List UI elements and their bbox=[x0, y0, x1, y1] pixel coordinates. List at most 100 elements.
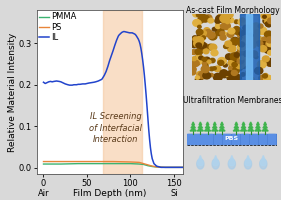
PS bbox=[164, 166, 167, 169]
PMMA bbox=[146, 164, 149, 167]
Polygon shape bbox=[264, 122, 266, 125]
Circle shape bbox=[196, 58, 201, 62]
Polygon shape bbox=[213, 122, 216, 125]
Circle shape bbox=[239, 67, 242, 70]
Polygon shape bbox=[234, 125, 239, 128]
PMMA bbox=[172, 166, 176, 169]
PS bbox=[181, 166, 184, 169]
Circle shape bbox=[198, 25, 201, 28]
Circle shape bbox=[196, 13, 202, 17]
Circle shape bbox=[220, 35, 226, 40]
Circle shape bbox=[266, 37, 273, 43]
PS bbox=[137, 161, 141, 164]
Circle shape bbox=[259, 46, 267, 52]
Circle shape bbox=[207, 44, 214, 50]
Circle shape bbox=[240, 58, 249, 65]
Circle shape bbox=[227, 42, 232, 46]
Circle shape bbox=[251, 51, 258, 57]
Circle shape bbox=[247, 37, 252, 42]
Circle shape bbox=[264, 46, 273, 53]
Circle shape bbox=[191, 50, 196, 54]
Polygon shape bbox=[245, 159, 251, 166]
Circle shape bbox=[222, 74, 227, 78]
Polygon shape bbox=[190, 128, 196, 131]
Circle shape bbox=[240, 62, 248, 68]
Polygon shape bbox=[262, 128, 268, 131]
Circle shape bbox=[201, 43, 208, 50]
Circle shape bbox=[201, 36, 206, 40]
Circle shape bbox=[216, 15, 224, 22]
Circle shape bbox=[227, 71, 233, 76]
Bar bbox=[250, 134, 257, 144]
Circle shape bbox=[237, 43, 246, 50]
Circle shape bbox=[237, 58, 244, 64]
Circle shape bbox=[246, 34, 254, 42]
Polygon shape bbox=[249, 122, 252, 125]
Polygon shape bbox=[219, 128, 225, 131]
Circle shape bbox=[250, 53, 254, 57]
Circle shape bbox=[197, 71, 204, 78]
Circle shape bbox=[242, 36, 251, 43]
Polygon shape bbox=[242, 122, 245, 125]
Circle shape bbox=[263, 15, 266, 18]
Polygon shape bbox=[204, 128, 211, 131]
Polygon shape bbox=[235, 122, 238, 125]
Circle shape bbox=[230, 33, 234, 36]
Polygon shape bbox=[206, 122, 209, 125]
Circle shape bbox=[248, 42, 256, 48]
Circle shape bbox=[198, 18, 204, 23]
Bar bbox=[205, 134, 212, 144]
IL bbox=[122, 30, 125, 33]
Circle shape bbox=[203, 49, 209, 54]
Circle shape bbox=[240, 18, 245, 22]
Polygon shape bbox=[212, 128, 218, 131]
Circle shape bbox=[267, 40, 275, 47]
Circle shape bbox=[203, 72, 211, 79]
Circle shape bbox=[234, 20, 239, 24]
Circle shape bbox=[232, 62, 237, 67]
PMMA bbox=[155, 166, 158, 168]
Circle shape bbox=[259, 62, 262, 65]
Circle shape bbox=[218, 12, 227, 19]
Line: IL: IL bbox=[44, 32, 183, 167]
Circle shape bbox=[222, 22, 230, 30]
Circle shape bbox=[250, 77, 254, 81]
Circle shape bbox=[193, 19, 201, 26]
Circle shape bbox=[234, 53, 239, 57]
PS bbox=[42, 160, 45, 163]
Bar bbox=[241, 134, 248, 144]
Circle shape bbox=[261, 61, 267, 66]
Circle shape bbox=[205, 15, 212, 21]
Circle shape bbox=[228, 13, 233, 17]
Circle shape bbox=[238, 19, 246, 25]
Circle shape bbox=[192, 36, 198, 40]
PMMA bbox=[129, 162, 132, 165]
Circle shape bbox=[223, 70, 226, 73]
Circle shape bbox=[198, 48, 203, 52]
Circle shape bbox=[201, 66, 210, 73]
Polygon shape bbox=[212, 125, 217, 128]
PMMA bbox=[94, 162, 97, 165]
PMMA bbox=[111, 162, 115, 165]
Circle shape bbox=[267, 31, 271, 34]
Circle shape bbox=[241, 73, 245, 76]
Circle shape bbox=[264, 75, 273, 83]
PMMA bbox=[151, 165, 154, 168]
Circle shape bbox=[239, 55, 244, 59]
Circle shape bbox=[257, 27, 267, 34]
Circle shape bbox=[209, 33, 217, 40]
Polygon shape bbox=[198, 125, 203, 128]
Circle shape bbox=[218, 18, 223, 22]
Polygon shape bbox=[229, 159, 235, 166]
Circle shape bbox=[237, 34, 241, 37]
Circle shape bbox=[231, 38, 239, 45]
Circle shape bbox=[208, 18, 214, 23]
PS bbox=[77, 160, 80, 163]
Circle shape bbox=[240, 56, 244, 60]
Circle shape bbox=[242, 51, 251, 58]
Circle shape bbox=[227, 32, 234, 37]
Bar bbox=[214, 134, 221, 144]
Circle shape bbox=[243, 37, 248, 41]
Text: Ultrafiltration Membranes: Ultrafiltration Membranes bbox=[183, 96, 281, 105]
Polygon shape bbox=[248, 128, 254, 131]
